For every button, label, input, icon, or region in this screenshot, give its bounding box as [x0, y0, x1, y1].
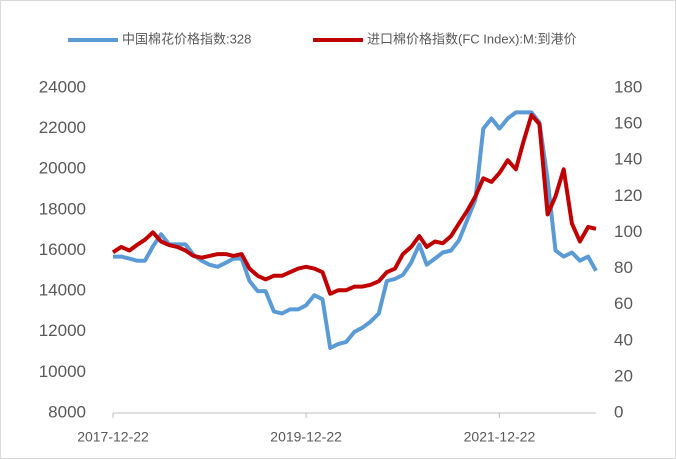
y2-tick-label: 40 [614, 330, 633, 349]
y2-tick-label: 80 [614, 258, 633, 277]
legend-label: 中国棉花价格指数:328 [122, 31, 251, 46]
y2-tick-label: 120 [614, 186, 642, 205]
series-line [111, 113, 597, 296]
y-tick-label: 12000 [39, 321, 86, 340]
y2-tick-label: 0 [614, 402, 623, 421]
y-tick-label: 22000 [39, 118, 86, 137]
legend-label: 进口棉价格指数(FC Index):M:到港价 [367, 31, 576, 46]
y2-tick-label: 160 [614, 114, 642, 133]
y2-tick-label: 100 [614, 222, 642, 241]
y-tick-label: 14000 [39, 281, 86, 300]
y2-tick-label: 180 [614, 77, 642, 96]
y2-tick-label: 20 [614, 366, 633, 385]
y-tick-label: 8000 [48, 402, 86, 421]
x-tick-label: 2021-12-22 [464, 429, 536, 445]
x-tick-label: 2017-12-22 [77, 429, 149, 445]
y2-tick-label: 60 [614, 294, 633, 313]
x-tick-label: 2019-12-22 [270, 429, 342, 445]
y-tick-label: 10000 [39, 362, 86, 381]
y-tick-label: 24000 [39, 77, 86, 96]
y-tick-label: 18000 [39, 199, 86, 218]
y2-tick-label: 140 [614, 150, 642, 169]
y-tick-label: 16000 [39, 240, 86, 259]
y-tick-label: 20000 [39, 159, 86, 178]
